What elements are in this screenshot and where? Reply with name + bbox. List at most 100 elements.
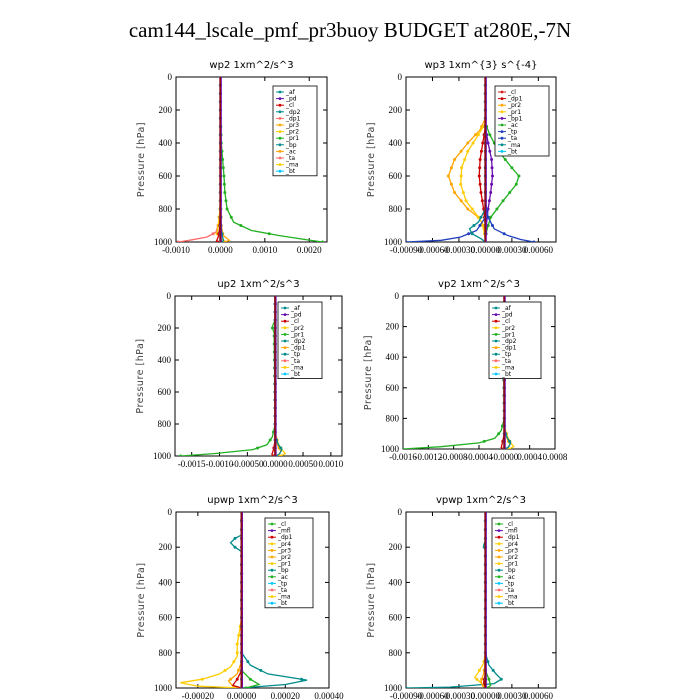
y-tick-label: 600 [389,171,403,181]
y-tick-label: 800 [159,648,173,658]
legend-marker [283,326,287,330]
series-line-ac [240,512,261,688]
series-marker [475,677,479,681]
x-tick-label: -0.0010 [206,459,234,469]
series-marker [211,232,215,236]
series-marker [486,141,490,145]
legend-marker [497,595,501,598]
series-marker [224,199,228,203]
legend-entry: _pr3 [277,547,291,554]
x-tick-label: 0.00000 [227,691,257,700]
legend-marker [494,372,498,376]
series-marker [239,224,243,227]
y-axis-label: Pressure [hPa] [366,562,377,637]
legend-marker [500,110,504,114]
legend-entry: _af [501,305,512,312]
series-marker [517,174,521,178]
legend-marker [278,97,282,100]
legend-marker [278,117,282,120]
legend-marker [278,90,282,94]
legend-entry: _mfl [504,528,518,535]
series-marker [470,207,474,211]
series-marker [479,191,483,194]
series-marker [267,232,271,236]
legend-marker [278,123,282,127]
x-tick-label: 0.0000 [208,245,233,255]
series-marker [495,207,499,211]
legend-marker [497,535,501,539]
legend-entry: _tp [504,580,514,587]
series-marker [321,240,325,242]
y-tick-label: 0 [168,72,173,82]
y-tick-label: 600 [386,383,400,393]
legend-entry: _pr3 [285,122,299,129]
legend-entry: _pr2 [504,554,518,561]
legend-marker [500,117,504,120]
legend-entry: _bt [290,371,301,378]
series-marker [300,677,304,681]
x-tick-label: -0.0016 [389,452,417,462]
legend-entry: _af [290,305,301,312]
series-marker [467,232,471,236]
panel-title: up2 1xm^2/s^3 [217,279,299,290]
series-marker [235,677,239,681]
x-tick-label: 0.0008 [543,452,568,462]
series-marker [449,182,453,186]
legend-entry: _ta [507,135,517,142]
series-marker [477,174,481,178]
legend-entry: _ta [501,358,511,365]
legend-entry: _cl [504,521,513,528]
series-marker [459,149,463,153]
legend: _cl_mfl_dp1_pr4_pr3_pr2_pr1_bp_ac_tp_ta_… [491,517,545,609]
legend-marker [494,313,498,316]
legend-marker [270,568,274,572]
series-marker [233,536,237,540]
legend-entry: _pr3 [504,547,518,554]
series-line-dp1 [178,77,222,242]
legend-marker [270,562,274,565]
series-marker [510,166,514,170]
legend-entry: _pr1 [285,135,299,142]
series-marker [235,642,239,646]
panel-title: wp2 1xm^2/s^3 [209,60,293,71]
legend-marker [494,333,498,336]
legend-marker [497,555,501,559]
series-marker [221,158,225,161]
series-marker [470,232,474,236]
series-marker [229,677,233,681]
series-marker [487,677,491,681]
legend-entry: _cl [290,318,299,325]
legend-entry: _dp1 [277,534,293,541]
legend-entry: _pd [285,96,297,103]
series-marker [501,199,505,203]
series-marker [478,182,482,186]
x-tick-label: 0.0010 [318,459,343,469]
legend-marker [497,549,501,552]
legend-marker [278,143,282,147]
series-group [179,296,287,456]
x-tick-label: -0.0000 [490,452,518,462]
legend-marker [500,143,504,147]
legend-marker [270,535,274,539]
series-marker [488,133,492,137]
series-marker [514,182,518,186]
legend-marker [278,110,282,114]
series-marker [466,149,470,153]
y-tick-label: 400 [158,355,172,365]
series-marker [481,224,485,227]
series-marker [479,215,483,219]
series-marker [486,660,490,664]
legend-entry: _dp1 [504,534,520,541]
legend-marker [494,339,498,343]
legend-entry: _ma [501,364,515,371]
legend: _af_pd_cl_pr2_pr1_dp2_dp1_tp_ta_ma_bt [488,301,542,379]
y-tick-label: 0 [398,507,403,517]
y-tick-label: 400 [389,138,403,148]
series-marker [179,454,183,456]
series-marker [486,215,490,219]
series-marker [244,686,248,688]
series-marker [246,660,250,664]
y-tick-label: 800 [386,413,400,423]
legend: _af_pd_cl_pr2_pr1_dp2_dp1_tp_ta_ma_bt [277,301,323,379]
series-marker [221,166,225,170]
